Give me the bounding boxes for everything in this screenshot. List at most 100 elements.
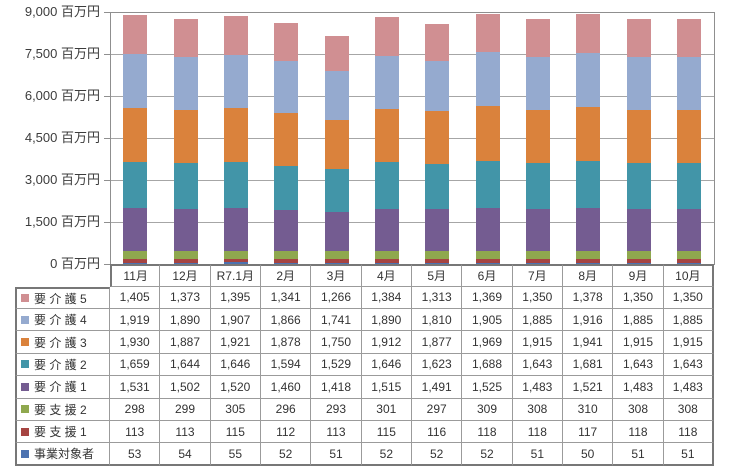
y-axis-tick-label: 0 百万円 — [50, 256, 100, 271]
series-label: 要 支 援 2 — [34, 402, 87, 417]
value-cell: 1,644 — [160, 353, 211, 377]
legend-swatch-icon — [21, 338, 29, 347]
value-cell: 1,525 — [462, 376, 513, 399]
value-cell: 1,810 — [412, 309, 463, 332]
y-axis-tick-label: 6,000 百万円 — [24, 88, 100, 103]
bar-segment — [576, 106, 601, 162]
bar-segment — [173, 259, 198, 263]
value-cell: 118 — [462, 421, 513, 444]
value-cell: 118 — [613, 421, 664, 444]
value-cell: 55 — [210, 443, 261, 466]
bar-segment — [173, 262, 198, 264]
bar-segment — [324, 211, 349, 252]
value-cell: 1,460 — [261, 376, 312, 399]
bar-segment — [676, 163, 701, 210]
value-cell: 1,941 — [563, 331, 614, 354]
gridline — [111, 222, 714, 223]
bar-segment — [676, 109, 701, 164]
y-axis-tick — [104, 54, 111, 55]
bar-segment — [223, 108, 248, 163]
bar-stack — [626, 12, 651, 264]
value-cell: 1,878 — [261, 331, 312, 354]
value-cell: 54 — [160, 443, 211, 466]
bar-segment — [173, 250, 198, 260]
bar-segment — [223, 208, 248, 251]
bar-segment — [123, 251, 148, 260]
value-cell: 1,643 — [512, 353, 563, 377]
value-cell: 1,646 — [361, 353, 412, 377]
value-cell: 1,912 — [361, 331, 412, 354]
bar-segment — [475, 250, 500, 260]
bar-segment — [475, 262, 500, 264]
value-cell: 1,623 — [412, 353, 463, 377]
legend-swatch-icon — [21, 294, 29, 303]
bar-segment — [525, 262, 550, 264]
y-axis-tick-label: 4,500 百万円 — [24, 130, 100, 145]
y-axis-tick-label: 1,500 百万円 — [24, 214, 100, 229]
bar-segment — [274, 259, 299, 263]
value-cell: 1,885 — [663, 309, 714, 332]
bar-segment — [525, 163, 550, 210]
bar-segment — [374, 108, 399, 163]
value-cell: 1,905 — [462, 309, 513, 332]
bar-segment — [324, 119, 349, 169]
bar-stack — [525, 12, 550, 264]
series-label: 要 介 護 2 — [34, 357, 87, 372]
bar-segment — [525, 56, 550, 110]
value-cell: 1,688 — [462, 353, 513, 377]
bar-segment — [374, 259, 399, 263]
gridline — [111, 96, 714, 97]
value-cell: 293 — [311, 398, 362, 421]
value-cell: 1,646 — [210, 353, 261, 377]
bar-segment — [274, 113, 299, 166]
bar-segment — [576, 250, 601, 260]
value-cell: 113 — [311, 421, 362, 444]
value-cell: 1,877 — [412, 331, 463, 354]
bar-segment — [576, 14, 601, 54]
y-axis-tick-label: 7,500 百万円 — [24, 46, 100, 61]
y-axis-tick — [104, 12, 111, 13]
value-cell: 1,643 — [663, 353, 714, 377]
legend-swatch-icon — [21, 315, 29, 324]
series-label-cell: 要 介 護 3 — [15, 331, 110, 354]
bar-segment — [173, 110, 198, 163]
value-cell: 1,395 — [210, 286, 261, 309]
bar-segment — [123, 259, 148, 263]
value-cell: 1,916 — [563, 309, 614, 332]
value-cell: 1,890 — [160, 309, 211, 332]
bar-segment — [274, 60, 299, 114]
value-cell: 51 — [311, 443, 362, 466]
value-cell: 1,483 — [663, 376, 714, 399]
value-cell: 1,921 — [210, 331, 261, 354]
bar-stack — [374, 12, 399, 264]
value-cell: 117 — [563, 421, 614, 444]
month-header-cell: 8月 — [563, 264, 614, 287]
bar-segment — [123, 208, 148, 252]
value-cell: 1,405 — [110, 286, 161, 309]
value-cell: 308 — [613, 398, 664, 421]
value-cell: 112 — [261, 421, 312, 444]
bar-segment — [123, 161, 148, 209]
series-label: 要 介 護 4 — [34, 313, 87, 328]
month-header-cell: 9月 — [613, 264, 664, 287]
bar-segment — [626, 56, 651, 110]
value-cell: 1,350 — [512, 286, 563, 309]
y-axis-tick — [104, 180, 111, 181]
bar-segment — [223, 162, 248, 209]
value-cell: 1,521 — [563, 376, 614, 399]
bar-segment — [626, 262, 651, 264]
value-cell: 1,885 — [613, 309, 664, 332]
value-cell: 1,266 — [311, 286, 362, 309]
series-label-cell: 要 支 援 1 — [15, 421, 110, 444]
bar-segment — [274, 251, 299, 260]
bar-segment — [576, 161, 601, 209]
bar-segment — [475, 105, 500, 161]
legend-swatch-icon — [21, 427, 29, 436]
y-axis-tick-label: 3,000 百万円 — [24, 172, 100, 187]
bar-stack — [274, 12, 299, 264]
value-cell: 1,350 — [663, 286, 714, 309]
value-cell: 1,515 — [361, 376, 412, 399]
legend-swatch-icon — [21, 360, 29, 369]
value-cell: 1,907 — [210, 309, 261, 332]
bar-segment — [626, 259, 651, 263]
